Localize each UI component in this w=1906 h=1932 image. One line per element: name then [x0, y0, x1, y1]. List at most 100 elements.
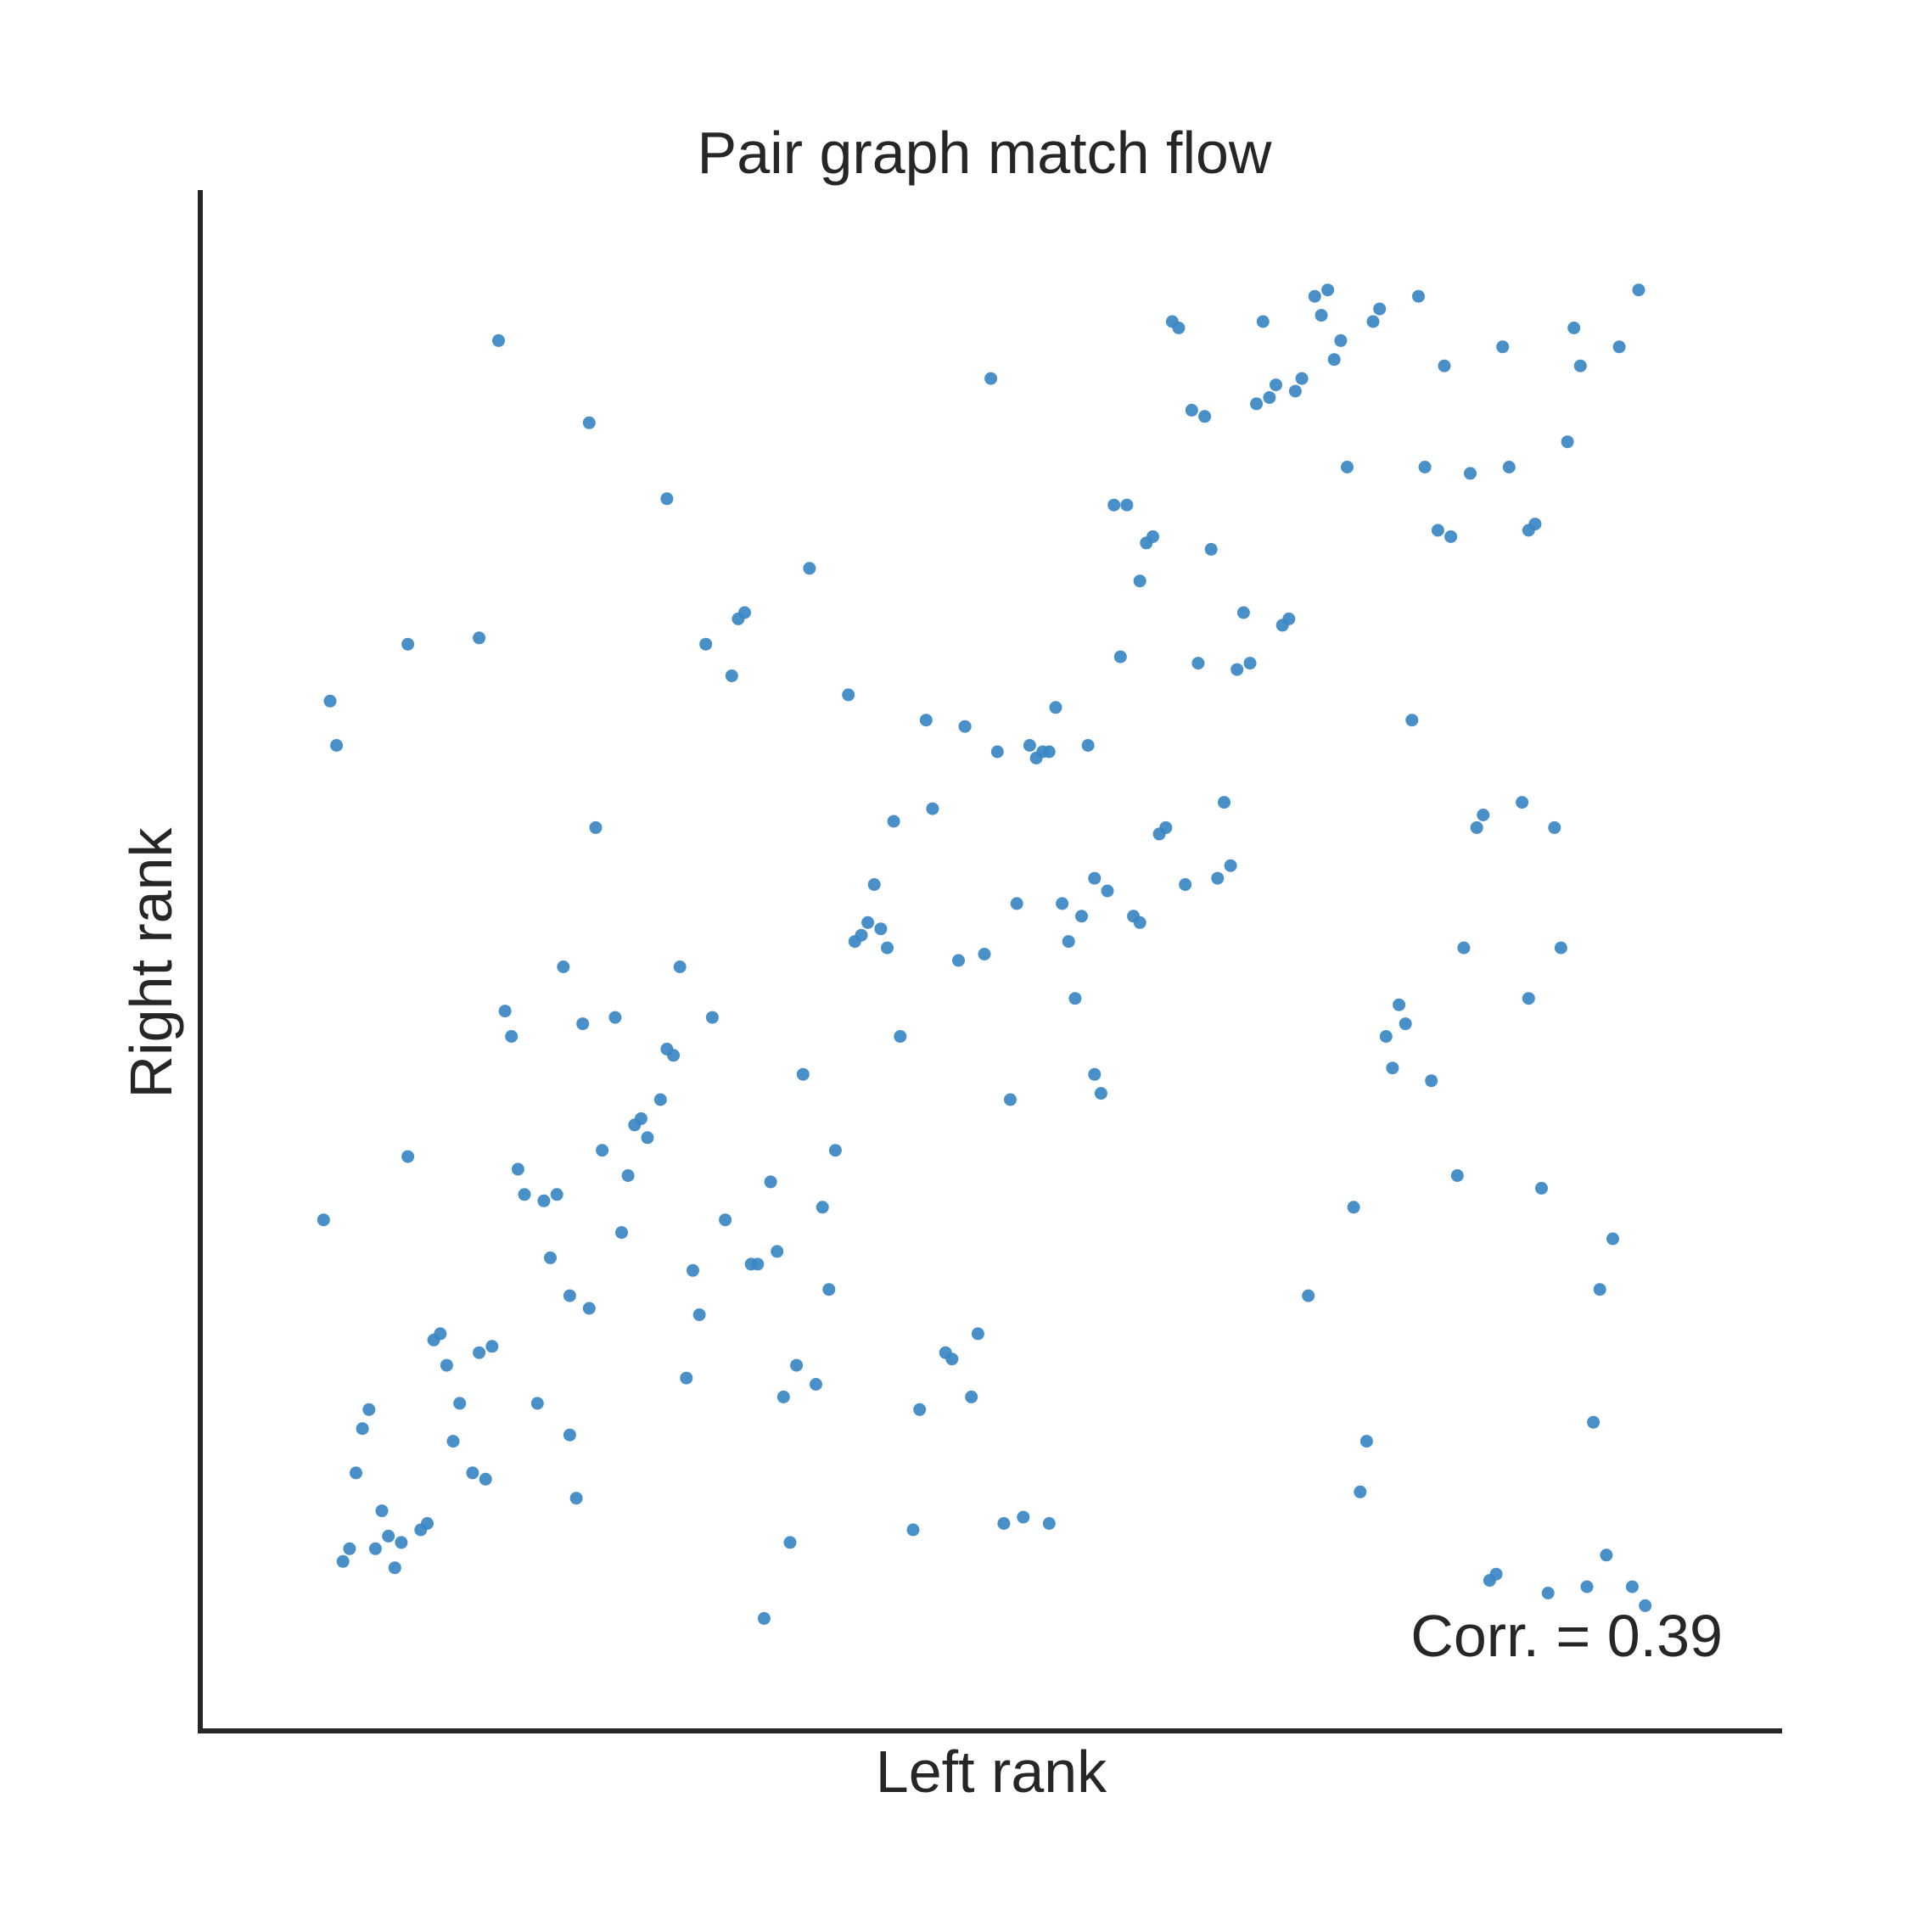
data-point — [1088, 1067, 1102, 1081]
data-point — [1230, 663, 1244, 676]
data-point — [362, 1403, 376, 1416]
data-point — [550, 1188, 563, 1201]
data-point — [434, 1327, 447, 1341]
data-point — [1004, 1093, 1017, 1106]
data-point — [1133, 574, 1146, 588]
data-point — [582, 416, 596, 429]
data-point — [1062, 935, 1075, 949]
data-point — [687, 1263, 699, 1277]
data-point — [473, 1346, 486, 1359]
data-point — [505, 1030, 519, 1043]
data-point — [596, 1144, 609, 1157]
data-point — [1522, 992, 1535, 1005]
data-point — [874, 922, 888, 936]
data-point — [446, 1435, 460, 1448]
data-point — [1049, 701, 1062, 714]
data-point — [1393, 998, 1406, 1011]
data-point — [855, 928, 868, 942]
data-point — [1444, 530, 1458, 543]
data-point — [492, 333, 505, 347]
data-point — [1567, 322, 1581, 334]
data-point — [1561, 435, 1574, 449]
data-point — [1256, 315, 1270, 328]
data-point — [518, 1188, 531, 1201]
data-point — [1327, 353, 1341, 367]
data-point — [1639, 1599, 1652, 1612]
data-point — [375, 1504, 389, 1518]
data-point — [1573, 359, 1587, 372]
data-point — [485, 1340, 499, 1353]
data-point — [719, 1213, 732, 1227]
data-point — [641, 1131, 654, 1145]
data-point — [816, 1201, 829, 1214]
data-point — [621, 1169, 635, 1182]
data-point — [842, 688, 855, 702]
data-point — [1450, 1169, 1464, 1182]
y-axis-label: Right rank — [118, 826, 184, 1098]
data-point — [764, 1175, 777, 1189]
data-point — [881, 941, 894, 955]
x-axis-label: Left rank — [876, 1739, 1107, 1805]
data-point — [343, 1542, 356, 1555]
data-point — [1464, 467, 1477, 480]
data-point — [356, 1422, 369, 1436]
data-point — [1094, 1087, 1107, 1100]
data-point — [317, 1213, 330, 1227]
data-point — [1625, 1580, 1639, 1593]
data-point — [984, 372, 998, 385]
data-point — [1405, 714, 1419, 727]
data-point — [1341, 461, 1354, 473]
data-point — [323, 694, 337, 708]
data-point — [330, 739, 344, 752]
data-point — [1204, 542, 1218, 556]
data-point — [401, 1150, 415, 1163]
data-point — [958, 720, 972, 733]
data-point — [997, 1517, 1011, 1530]
data-point — [1386, 1061, 1399, 1075]
data-point — [810, 1378, 822, 1391]
data-point — [1554, 941, 1567, 955]
data-point — [401, 637, 415, 651]
data-point — [971, 1327, 984, 1341]
data-point — [867, 878, 881, 891]
data-point — [608, 1011, 622, 1024]
data-point — [1580, 1580, 1594, 1593]
data-point — [382, 1529, 395, 1543]
data-point — [906, 1523, 920, 1537]
data-point — [544, 1251, 557, 1264]
data-point — [1593, 1283, 1606, 1296]
data-point — [913, 1403, 927, 1416]
data-point — [388, 1561, 401, 1575]
data-point — [440, 1358, 453, 1372]
data-point — [1315, 309, 1328, 322]
data-point — [569, 1492, 583, 1505]
data-point — [725, 669, 738, 682]
data-point — [1113, 650, 1127, 664]
data-point — [1496, 340, 1510, 354]
data-point — [692, 1308, 706, 1321]
data-point — [1288, 384, 1302, 398]
data-point — [1081, 739, 1095, 752]
data-point — [336, 1554, 350, 1568]
data-point — [919, 714, 933, 727]
data-point — [653, 1093, 667, 1106]
data-point — [1263, 391, 1276, 404]
data-point — [1438, 359, 1451, 372]
data-point — [1412, 289, 1425, 303]
data-point — [1334, 333, 1348, 347]
data-point — [1373, 302, 1387, 316]
data-point — [634, 1112, 647, 1125]
data-point — [705, 1011, 719, 1024]
data-point — [1606, 1232, 1619, 1246]
data-point — [615, 1226, 628, 1240]
data-point — [680, 1371, 693, 1385]
data-point — [1282, 612, 1296, 625]
data-point — [530, 1397, 544, 1410]
data-point — [861, 916, 875, 929]
data-point — [421, 1517, 434, 1530]
data-point — [473, 631, 486, 645]
correlation-annotation: Corr. = 0.39 — [1410, 1603, 1723, 1669]
data-point — [1120, 498, 1134, 512]
data-point — [1250, 397, 1264, 411]
